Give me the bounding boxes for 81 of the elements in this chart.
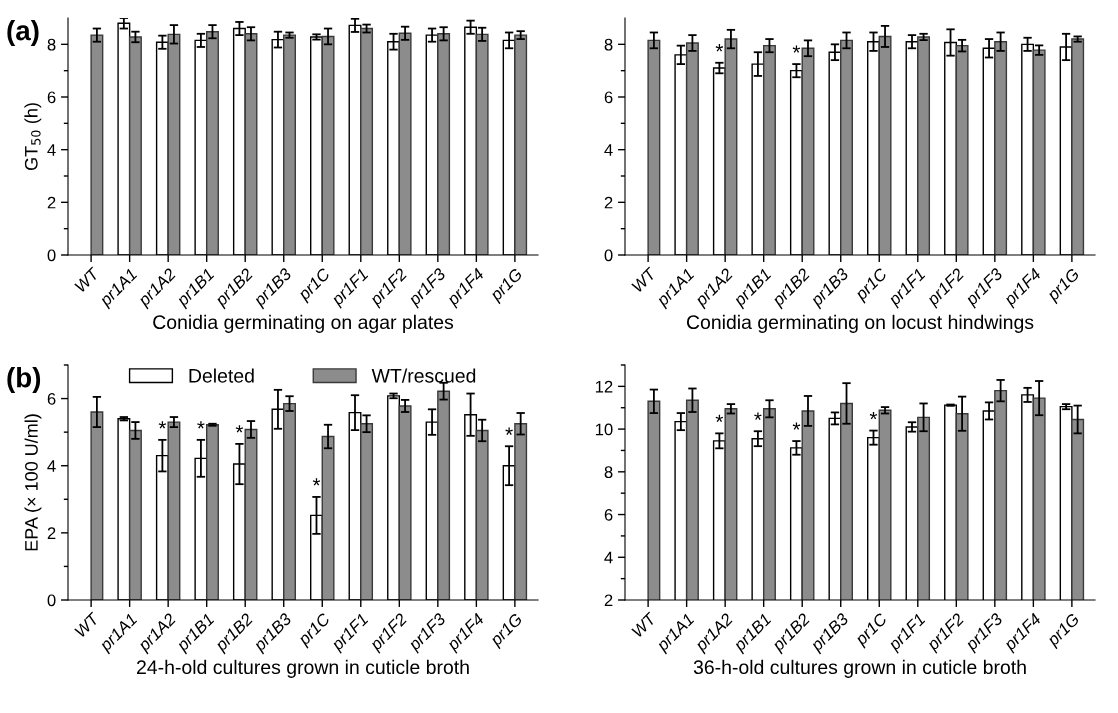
legend-label: Deleted — [189, 368, 254, 383]
y-tick-label: 4 — [604, 551, 613, 564]
text: (a) — [7, 20, 39, 46]
x-tick-label: WT — [74, 266, 101, 293]
text: (b) — [7, 367, 41, 393]
bar — [90, 411, 104, 600]
bar — [398, 32, 412, 255]
y-tick-label: 12 — [595, 380, 613, 393]
x-axis-title: 24-h-old cultures grown in cuticle broth — [137, 659, 469, 678]
y-tick-label: 4 — [47, 144, 56, 156]
bar — [840, 39, 853, 255]
annotation: * — [235, 425, 244, 433]
x-axis-title: Conidia germinating on agar plates — [153, 314, 454, 333]
y-tick-label: 8 — [47, 38, 56, 51]
bar — [514, 423, 528, 600]
bar — [244, 428, 258, 600]
x-tick-label: WT — [631, 266, 658, 293]
bar — [360, 423, 374, 600]
y-tick-label: 2 — [604, 594, 613, 607]
annotation: * — [312, 478, 321, 486]
bar — [514, 34, 528, 255]
x-tick-label: WT — [631, 611, 658, 638]
y-tick-label: 10 — [595, 423, 613, 436]
bar — [955, 44, 969, 255]
bar — [724, 38, 738, 255]
bar — [321, 35, 335, 255]
bar — [685, 42, 699, 255]
y-tick-label: 0 — [47, 249, 56, 262]
y-axis-title: GT$_{50}$ (h) — [24, 103, 42, 171]
bar — [398, 405, 412, 600]
bar — [878, 35, 892, 255]
bar — [128, 429, 142, 600]
x-axis-title: Conidia germinating on locust hindwings — [686, 314, 1034, 333]
y-tick-label: 2 — [47, 196, 56, 209]
bar — [205, 30, 219, 255]
annotation: * — [754, 412, 762, 420]
bar — [762, 44, 776, 255]
bar — [917, 36, 931, 255]
bar — [1032, 49, 1046, 255]
annotation: * — [869, 411, 878, 420]
y-tick-label: 6 — [604, 508, 613, 521]
bar — [283, 402, 296, 600]
bar — [801, 47, 815, 255]
bar — [1071, 38, 1085, 255]
annotation: * — [792, 422, 801, 430]
bar — [128, 36, 142, 255]
bar — [475, 33, 489, 255]
annotation: * — [792, 45, 801, 53]
y-tick-label: 6 — [604, 91, 613, 104]
annotation: * — [715, 44, 724, 52]
annotation: * — [505, 427, 513, 435]
y-tick-label: 2 — [47, 527, 56, 539]
y-tick-label: 6 — [47, 392, 56, 405]
bar — [167, 33, 181, 255]
legend-label: WT/rescued — [371, 368, 476, 383]
bar — [475, 429, 489, 600]
bar — [205, 424, 219, 600]
bar — [360, 27, 374, 255]
y-tick-label: 8 — [604, 38, 613, 51]
annotation: * — [197, 421, 205, 429]
annotation: * — [715, 414, 724, 423]
bar — [90, 34, 104, 255]
bar — [437, 390, 451, 600]
bar — [167, 421, 181, 600]
x-axis-title: 36-h-old cultures grown in cuticle broth — [693, 659, 1026, 678]
y-axis-title: EPA (× 100 U/ml) — [24, 414, 42, 551]
y-tick-label: 4 — [604, 144, 613, 156]
bar — [244, 33, 258, 255]
bar — [321, 435, 335, 600]
bar — [994, 41, 1008, 255]
annotation: * — [158, 421, 167, 429]
y-tick-label: 0 — [604, 249, 613, 262]
y-tick-label: 0 — [47, 594, 56, 607]
bar — [437, 33, 451, 255]
bar — [647, 39, 661, 255]
y-tick-label: 6 — [47, 91, 56, 104]
bar — [283, 34, 296, 255]
y-tick-label: 4 — [47, 460, 56, 472]
y-tick-label: 8 — [604, 466, 613, 479]
y-tick-label: 2 — [604, 196, 613, 209]
x-tick-label: WT — [74, 611, 101, 638]
